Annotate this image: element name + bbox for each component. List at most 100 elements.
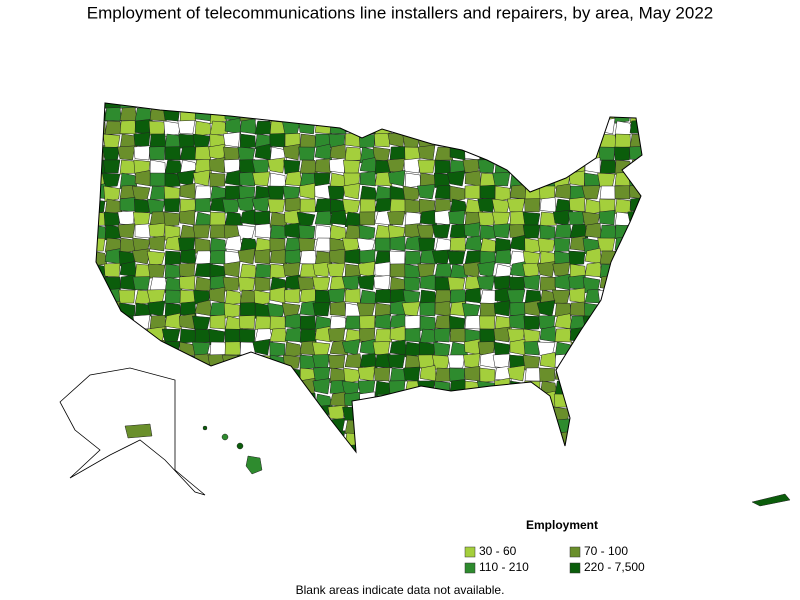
map-region [103,211,121,227]
map-region [433,327,451,343]
map-region [374,288,392,304]
map-title: Employment of telecommunications line in… [87,3,713,22]
map-region [569,133,587,148]
map-region [598,209,616,226]
map-region [554,302,572,317]
map-region [117,315,136,330]
map-region [314,445,332,452]
map-region [600,459,615,473]
map-region [133,132,151,148]
map-region [509,338,526,356]
map-region [102,133,121,149]
map-region [645,342,662,356]
map-region [464,338,481,356]
map-region [449,328,466,343]
map-region [567,459,585,475]
hawaii [202,425,263,475]
map-region [508,107,526,124]
map-region [524,146,542,161]
map-region [314,289,331,305]
map-region [581,185,601,200]
map-region [239,393,256,409]
map-region [477,380,496,397]
map-region [389,263,406,278]
map-region [554,120,571,135]
map-region [299,198,316,213]
map-region [554,380,573,396]
map-region [177,237,196,252]
map-region [239,367,256,382]
map-region [269,263,286,279]
map-region [254,328,274,343]
map-region [299,159,318,174]
map-region [476,275,496,291]
map-region [479,405,497,421]
map-region [554,328,572,343]
map-region [359,211,376,226]
map-region [134,198,151,215]
map-region [491,146,511,163]
puerto-rico [751,493,791,507]
map-region [206,432,226,447]
map-region [539,197,557,213]
map-region [568,250,586,266]
map-region [104,120,123,135]
map-region [584,222,603,239]
map-region [374,313,391,330]
map-region [506,198,526,213]
map-region [224,185,241,200]
map-region [479,351,497,369]
map-region [254,249,271,265]
map-region [209,103,228,109]
map-region [614,443,632,452]
map-region [191,432,211,449]
map-region [449,289,467,304]
map-region [494,249,512,265]
map-region [101,172,121,188]
map-region [614,341,631,358]
map-region [224,235,243,252]
map-region [387,353,406,369]
map-region [224,289,243,306]
map-region [566,103,586,111]
map-region [329,103,346,109]
map-region [491,211,511,226]
map-region [509,302,526,317]
map-region [493,326,511,343]
map-region [134,119,151,135]
map-region [359,198,376,213]
map-region [629,367,642,384]
map-region [297,445,316,452]
map-region [613,432,631,447]
map-region [509,392,529,408]
map-region [374,328,393,343]
map-region [524,159,542,176]
map-region [645,394,661,410]
map-region [224,103,241,109]
map-region [464,235,483,252]
map-region [357,274,376,291]
map-region [358,442,376,452]
map-region [194,250,214,265]
map-region [104,288,121,304]
map-region [374,302,392,319]
map-region [388,107,406,122]
map-region [329,157,346,174]
map-region [584,341,601,356]
map-region [374,103,392,109]
map-region [222,276,241,292]
map-region [195,458,211,472]
map-region [179,209,196,226]
map-region [419,302,436,317]
map-region [629,289,642,305]
map-region [147,300,166,317]
map-region [599,315,618,330]
map-region [645,95,661,110]
map-region [104,107,122,122]
map-region [507,459,525,474]
map-region [476,118,496,135]
map-region [357,432,376,447]
map-region [209,224,227,239]
map-region [449,103,466,109]
map-region [149,172,166,187]
